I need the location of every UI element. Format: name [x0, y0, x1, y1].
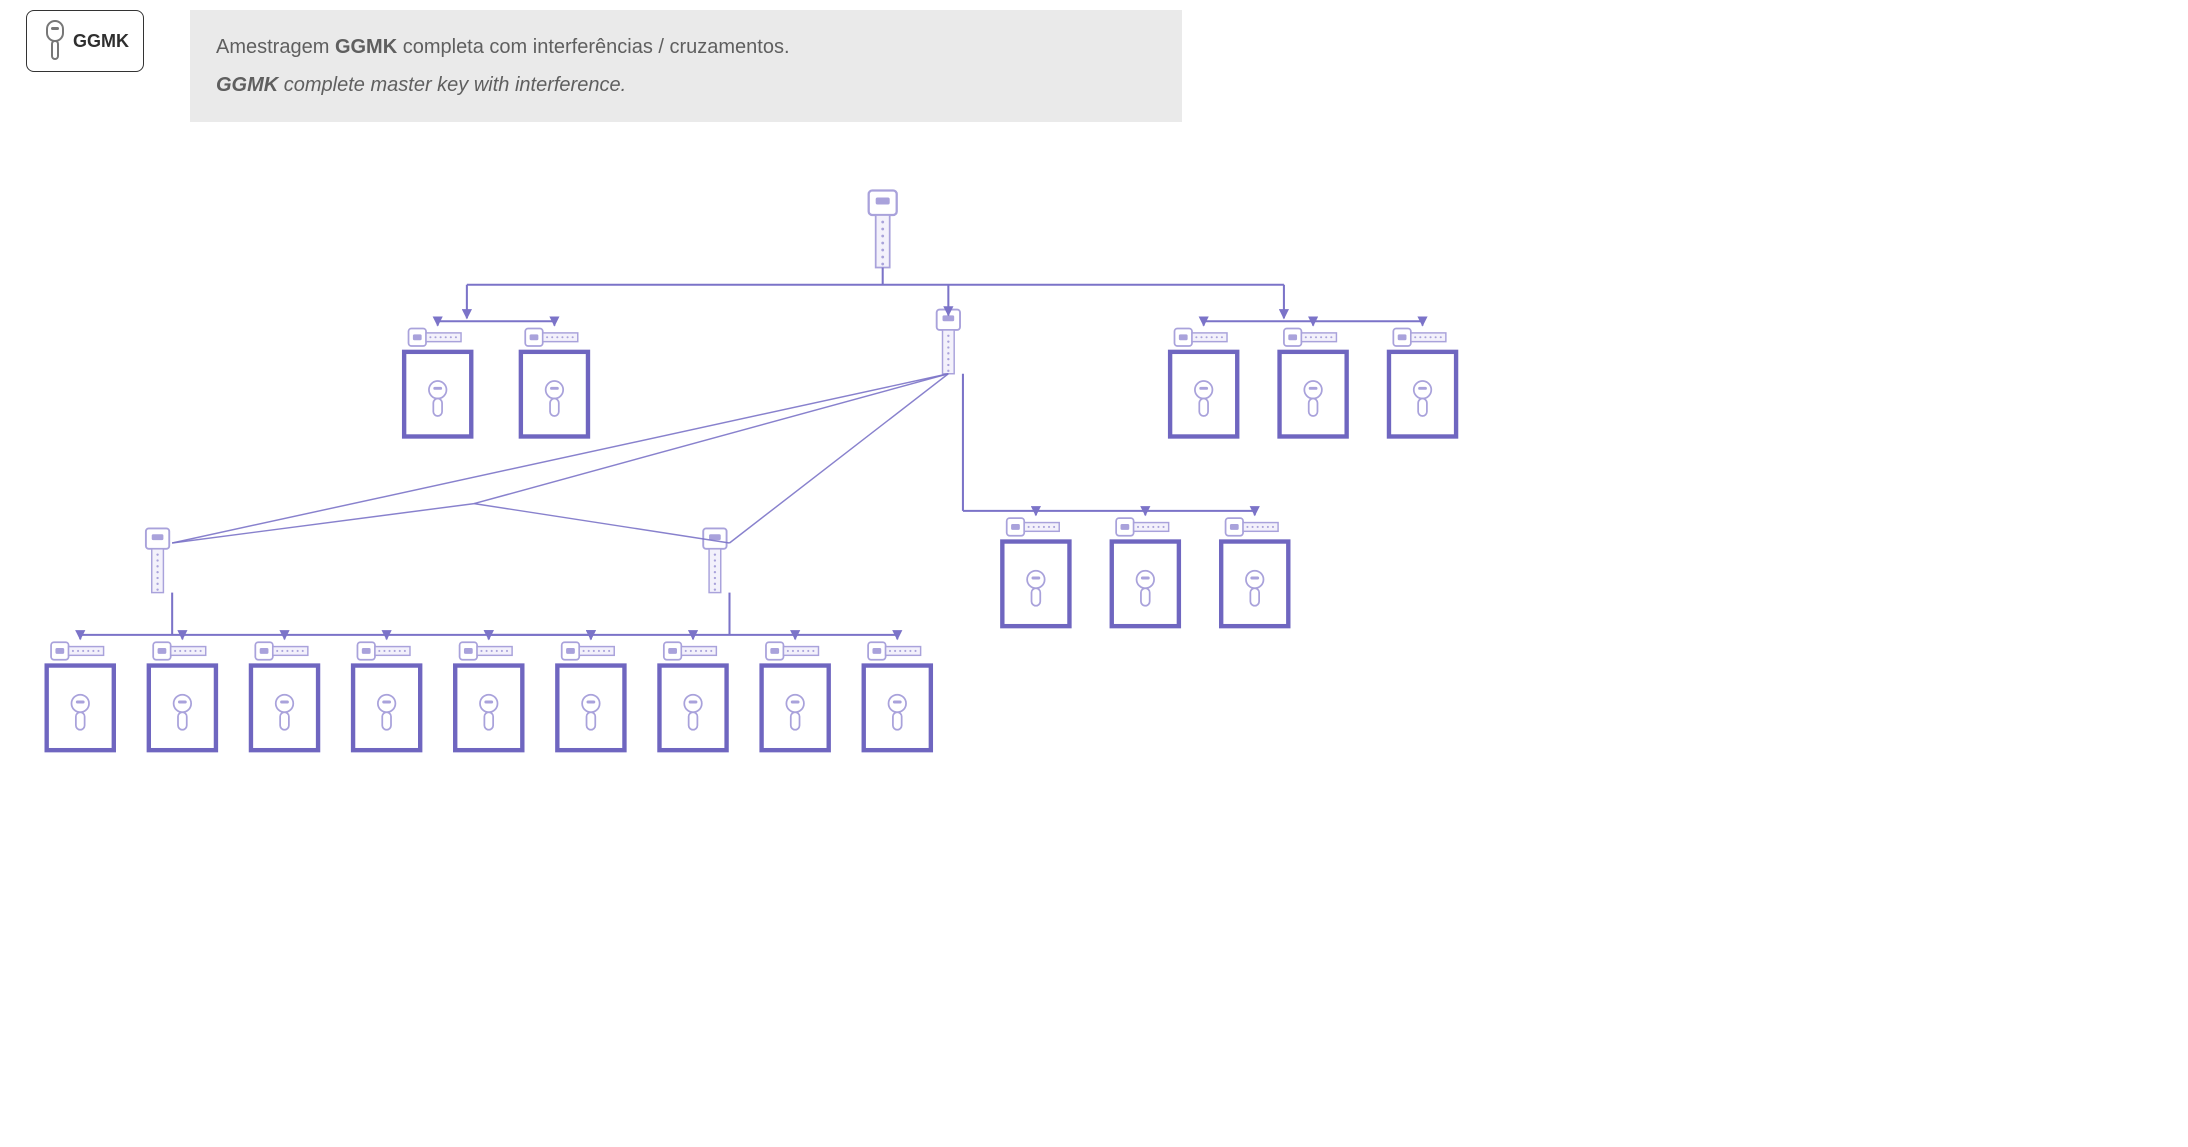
key-icon: [357, 642, 410, 660]
key-icon: [409, 329, 462, 347]
key-icon: [766, 642, 819, 660]
key-door-unit: [1002, 518, 1069, 626]
door-icon: [47, 666, 114, 751]
master-key-icon: [146, 528, 169, 592]
key-door-unit: [1112, 518, 1179, 626]
key-door-unit: [47, 642, 114, 750]
ggmk-diagram: [0, 0, 1459, 765]
door-icon: [455, 666, 522, 751]
door-icon: [864, 666, 931, 751]
door-icon: [659, 666, 726, 751]
door-icon: [1389, 352, 1456, 437]
key-door-unit: [1389, 329, 1456, 437]
door-icon: [149, 666, 216, 751]
key-door-unit: [251, 642, 318, 750]
door-icon: [557, 666, 624, 751]
door-icon: [1112, 542, 1179, 627]
key-door-unit: [149, 642, 216, 750]
master-key-icon: [937, 310, 960, 374]
key-icon: [153, 642, 206, 660]
door-icon: [251, 666, 318, 751]
door-icon: [1280, 352, 1347, 437]
key-door-unit: [1170, 329, 1237, 437]
key-icon: [1393, 329, 1446, 347]
door-icon: [1002, 542, 1069, 627]
key-icon: [1007, 518, 1060, 536]
door-icon: [404, 352, 471, 437]
key-icon: [664, 642, 717, 660]
key-door-unit: [762, 642, 829, 750]
key-icon: [1284, 329, 1337, 347]
key-door-unit: [1280, 329, 1347, 437]
key-door-unit: [864, 642, 931, 750]
key-icon: [460, 642, 513, 660]
door-icon: [1170, 352, 1237, 437]
key-icon: [1174, 329, 1227, 347]
key-door-unit: [353, 642, 420, 750]
key-icon: [525, 329, 578, 347]
door-icon: [762, 666, 829, 751]
door-icon: [1221, 542, 1288, 627]
master-key-icon: [869, 190, 897, 267]
key-door-unit: [521, 329, 588, 437]
key-door-unit: [557, 642, 624, 750]
key-icon: [1116, 518, 1169, 536]
key-door-unit: [1221, 518, 1288, 626]
master-key-icon: [703, 528, 726, 592]
key-icon: [562, 642, 615, 660]
key-icon: [51, 642, 104, 660]
key-icon: [868, 642, 921, 660]
key-door-unit: [404, 329, 471, 437]
key-icon: [255, 642, 308, 660]
door-icon: [521, 352, 588, 437]
key-icon: [1226, 518, 1279, 536]
door-icon: [353, 666, 420, 751]
key-door-unit: [455, 642, 522, 750]
key-door-unit: [659, 642, 726, 750]
